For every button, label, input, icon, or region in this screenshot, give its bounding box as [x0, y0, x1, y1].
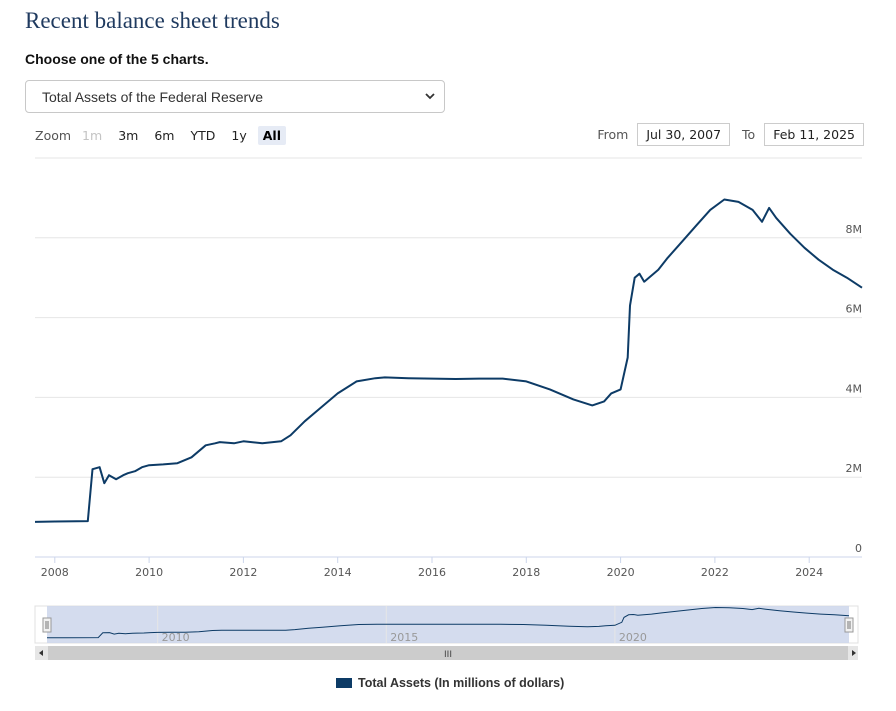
y-tick-label: 6M [846, 303, 863, 316]
y-tick-label: 8M [846, 223, 863, 236]
x-tick-label: 2024 [795, 566, 823, 579]
x-tick-label: 2016 [418, 566, 446, 579]
chart-select-value: Total Assets of the Federal Reserve [42, 88, 263, 105]
zoom-1y-button[interactable]: 1y [231, 127, 247, 143]
range-to-label: To [742, 127, 756, 142]
navigator-left-handle[interactable] [42, 617, 52, 633]
chart-chooser-label: Choose one of the 5 charts. [25, 51, 209, 67]
series-line-total-assets[interactable] [34, 198, 863, 523]
zoom-3m-button[interactable]: 3m [118, 127, 139, 143]
y-axis-labels: 0 2M 4M 6M 8M [846, 223, 863, 555]
navigator[interactable]: 2010 2015 2020 [34, 605, 859, 644]
navigator-year-label: 2010 [162, 631, 190, 644]
page-title: Recent balance sheet trends [25, 8, 280, 33]
scrollbar-thumb[interactable] [48, 646, 848, 660]
legend-label: Total Assets (In millions of dollars) [358, 676, 565, 690]
x-tick-label: 2008 [41, 566, 69, 579]
y-tick-label: 4M [846, 382, 863, 395]
navigator-right-handle[interactable] [844, 617, 854, 633]
scrollbar-grip: III [444, 650, 452, 660]
x-tick-label: 2012 [229, 566, 257, 579]
navigator-scrollbar[interactable]: III [35, 646, 858, 660]
range-to-input[interactable]: Feb 11, 2025 [764, 123, 864, 146]
series-group [34, 198, 863, 523]
chart-select-dropdown[interactable]: Total Assets of the Federal Reserve [25, 80, 445, 113]
zoom-1m-button[interactable]: 1m [82, 127, 103, 143]
chart-legend[interactable]: Total Assets (In millions of dollars) [336, 676, 564, 690]
x-tick-label: 2020 [607, 566, 635, 579]
x-tick-label: 2022 [701, 566, 729, 579]
navigator-year-label: 2015 [390, 631, 418, 644]
x-tick-label: 2018 [512, 566, 540, 579]
y-tick-label: 0 [855, 542, 862, 555]
chevron-down-icon [425, 93, 435, 100]
zoom-ytd-button[interactable]: YTD [190, 127, 216, 143]
scroll-right-icon [852, 650, 856, 656]
navigator-year-ticks: 2010 2015 2020 [157, 606, 647, 644]
y-tick-label: 2M [846, 462, 863, 475]
legend-swatch [336, 678, 352, 688]
date-range-selector: From Jul 30, 2007 To Feb 11, 2025 [597, 123, 864, 146]
range-from-input[interactable]: Jul 30, 2007 [637, 123, 731, 146]
navigator-series-line [47, 606, 850, 639]
zoom-label: Zoom [35, 127, 72, 143]
range-from-label: From [597, 127, 629, 142]
zoom-selector: Zoom 1m 3m 6m YTD 1y All [35, 124, 292, 146]
x-axis [35, 556, 862, 563]
navigator-year-label: 2020 [619, 631, 647, 644]
chart-gridlines [35, 157, 862, 478]
x-tick-label: 2010 [135, 566, 163, 579]
x-tick-label: 2014 [324, 566, 352, 579]
zoom-6m-button[interactable]: 6m [154, 127, 175, 143]
zoom-all-button[interactable]: All [257, 125, 286, 145]
scroll-left-icon [39, 650, 43, 656]
x-axis-labels: 2008 2010 2012 2014 2016 2018 2020 2022 2024 [41, 566, 823, 579]
